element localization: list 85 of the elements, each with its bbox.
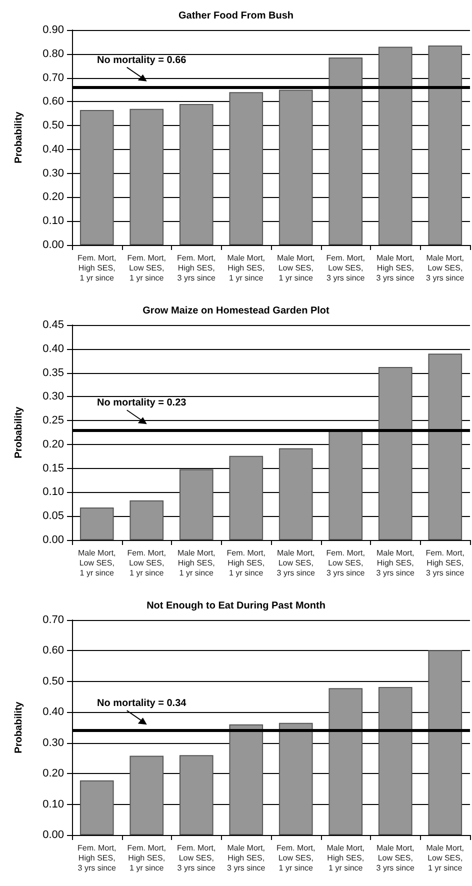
bar xyxy=(130,500,164,540)
x-tick-label: Fem. Mort, High SES, 1 yr since xyxy=(78,254,116,282)
bar xyxy=(80,508,114,540)
x-tick-label: Male Mort, Low SES, 3 yrs since xyxy=(426,254,465,282)
bar xyxy=(278,448,313,540)
x-tick-label: Fem. Mort, Low SES, 1 yr since xyxy=(127,254,166,282)
x-tick-label: Fem. Mort, Low SES, 3 yrs since xyxy=(177,844,216,872)
y-axis-title: Probability xyxy=(14,111,24,164)
x-tick-label: Male Mort, Low SES, 3 yrs since xyxy=(376,844,416,872)
y-tick-label: 0.15 xyxy=(42,462,64,474)
x-tick-label: Fem. Mort, High SES, 1 yr since xyxy=(127,844,166,872)
y-tick-label: 0.90 xyxy=(42,24,64,36)
y-tick-label: 0.50 xyxy=(42,120,64,132)
bar xyxy=(130,756,164,835)
bar xyxy=(378,686,412,835)
y-tick-label: 0.05 xyxy=(42,510,64,522)
bar xyxy=(229,724,264,835)
x-tick-label: Male Mort, Low SES, 3 yrs since xyxy=(276,548,316,578)
bar xyxy=(179,755,214,835)
bar xyxy=(80,110,114,245)
y-tick-label: 0.00 xyxy=(42,239,64,251)
y-tick-label: 0.40 xyxy=(42,342,64,355)
y-tick-label: 0.20 xyxy=(42,191,64,204)
y-tick-label: 0.10 xyxy=(42,486,64,498)
y-tick-label: 0.25 xyxy=(42,414,64,427)
ref-line-label: No mortality = 0.23 xyxy=(97,398,187,409)
bar xyxy=(229,456,264,540)
y-tick-label: 0.35 xyxy=(42,366,64,379)
y-tick-label: 0.10 xyxy=(42,798,64,810)
x-tick-label: Fem. Mort, High SES, 3 yrs since xyxy=(177,254,216,282)
chart-title: Not Enough to Eat During Past Month xyxy=(146,600,326,612)
bar xyxy=(428,650,462,835)
bar xyxy=(428,46,462,245)
x-tick-label: Fem. Mort, Low SES, 3 yrs since xyxy=(326,254,366,282)
x-tick-label: Male Mort, High SES, 3 yrs since xyxy=(376,254,416,282)
x-tick-label: Male Mort, Low SES, 1 yr since xyxy=(276,254,315,282)
y-axis-title: Probability xyxy=(14,406,24,458)
x-tick-label: Fem. Mort, High SES, 3 yrs since xyxy=(78,844,117,872)
y-tick-label: 0.40 xyxy=(42,706,64,718)
bar xyxy=(80,780,114,835)
y-tick-label: 0.20 xyxy=(42,438,64,450)
bar xyxy=(328,57,363,245)
y-tick-label: 0.60 xyxy=(42,644,64,657)
y-tick-label: 0.30 xyxy=(42,390,64,403)
y-axis-title: Probability xyxy=(14,701,24,754)
y-tick-label: 0.00 xyxy=(42,829,64,841)
bar xyxy=(328,430,363,540)
y-tick-label: 0.30 xyxy=(42,167,64,180)
bar xyxy=(278,722,313,835)
ref-line-label: No mortality = 0.34 xyxy=(97,698,187,710)
ref-line-label: No mortality = 0.66 xyxy=(97,54,187,66)
x-tick-label: Fem. Mort, High SES, 1 yr since xyxy=(226,548,266,578)
x-tick-label: Fem. Mort, Low SES, 3 yrs since xyxy=(326,548,366,578)
bar xyxy=(229,92,264,245)
x-tick-label: Male Mort, High SES, 3 yrs since xyxy=(376,548,416,578)
y-tick-label: 0.60 xyxy=(42,96,64,108)
chart-title: Gather Food From Bush xyxy=(178,10,294,22)
y-tick-label: 0.00 xyxy=(42,534,64,546)
bar xyxy=(179,469,214,540)
bar xyxy=(130,108,164,245)
y-tick-label: 0.50 xyxy=(42,675,64,688)
chart-title: Grow Maize on Homestead Garden Plot xyxy=(142,306,330,316)
y-tick-label: 0.70 xyxy=(42,614,64,626)
y-tick-label: 0.80 xyxy=(42,48,64,60)
bar xyxy=(328,688,363,835)
x-tick-label: Fem. Mort, Low SES, 1 yr since xyxy=(276,844,316,872)
y-tick-label: 0.30 xyxy=(42,736,64,749)
x-tick-label: Male Mort, High SES, 1 yr since xyxy=(177,548,216,578)
x-tick-label: Fem. Mort, Low SES, 1 yr since xyxy=(127,548,166,578)
y-tick-label: 0.45 xyxy=(42,319,64,331)
bar xyxy=(378,46,412,245)
x-tick-label: Male Mort, High SES, 1 yr since xyxy=(227,254,266,282)
x-tick-label: Male Mort, Low SES, 1 yr since xyxy=(78,548,116,578)
bar xyxy=(378,367,412,540)
y-tick-label: 0.70 xyxy=(42,72,64,84)
x-tick-label: Fem. Mort, High SES, 3 yrs since xyxy=(426,548,465,578)
bar xyxy=(179,104,214,245)
bar xyxy=(428,354,462,540)
bar xyxy=(278,90,313,245)
x-tick-label: Male Mort, Low SES, 1 yr since xyxy=(426,844,464,872)
x-tick-label: Male Mort, High SES, 3 yrs since xyxy=(227,844,266,872)
y-tick-label: 0.20 xyxy=(42,768,64,780)
y-tick-label: 0.40 xyxy=(42,143,64,156)
x-tick-label: Male Mort, High SES, 1 yr since xyxy=(326,844,365,872)
y-tick-label: 0.10 xyxy=(42,215,64,228)
